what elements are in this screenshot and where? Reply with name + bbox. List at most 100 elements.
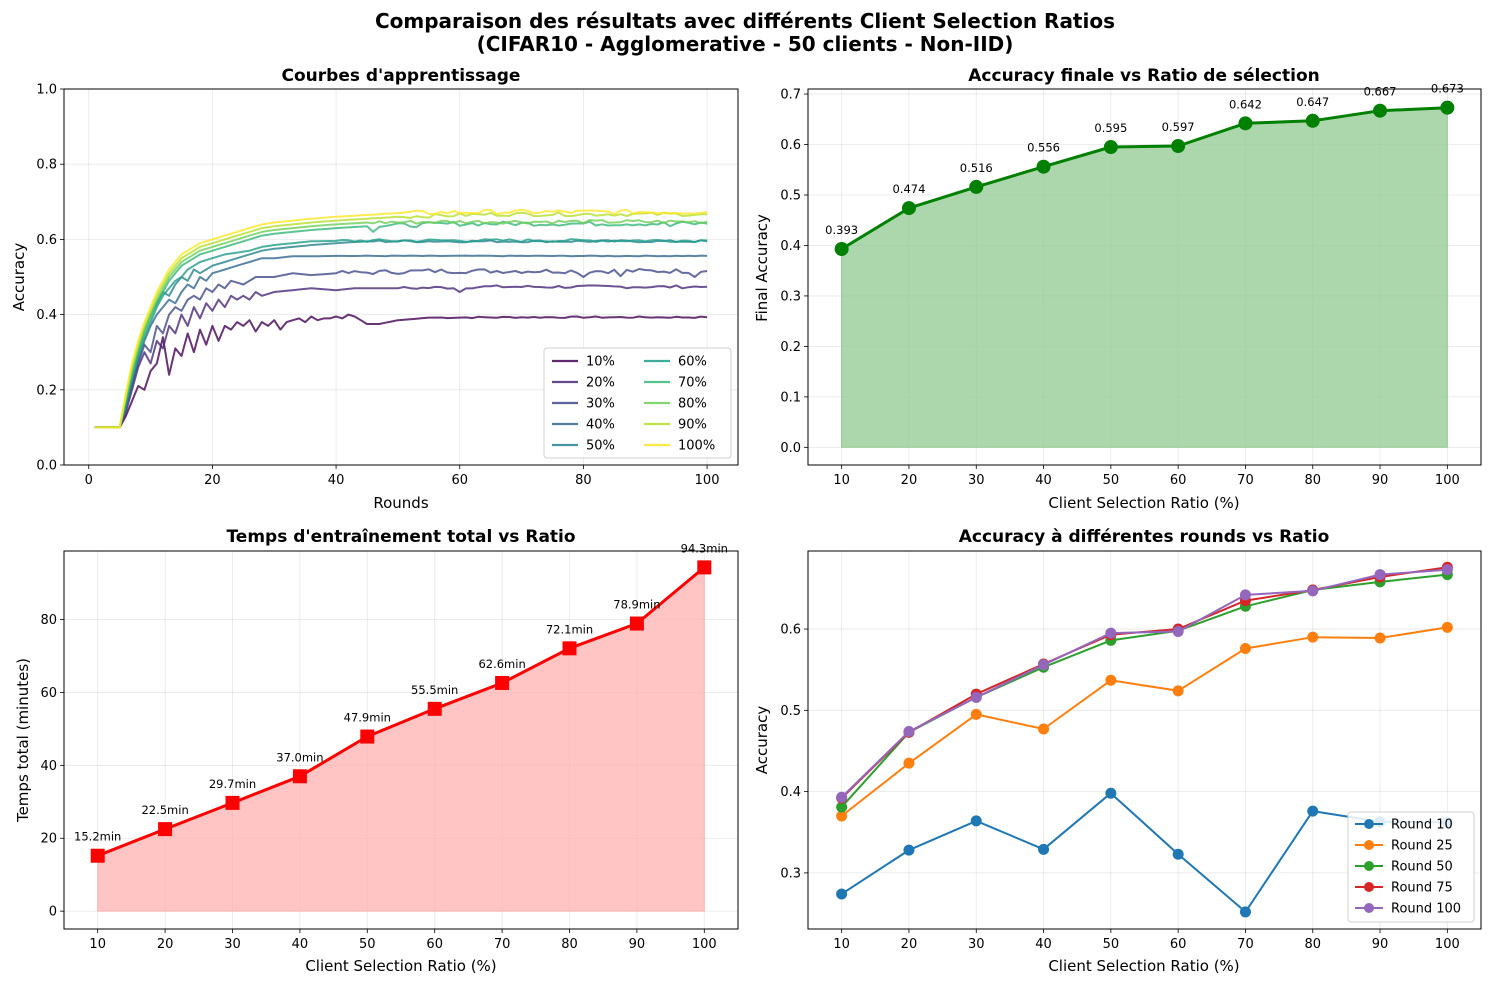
data-point: [1441, 621, 1453, 633]
chart-title: Courbes d'apprentissage: [282, 66, 521, 86]
y-tick-label: 40: [40, 759, 57, 774]
data-label: 72.1min: [546, 622, 593, 636]
series-line-10%: [94, 313, 708, 429]
x-tick-label: 20: [901, 937, 918, 952]
legend-label: 30%: [586, 397, 615, 412]
data-point: [1441, 564, 1453, 576]
data-label: 78.9min: [613, 598, 660, 612]
data-point: [1307, 631, 1319, 643]
data-point: [836, 791, 848, 803]
x-tick-label: 80: [575, 473, 592, 488]
legend-marker: [1364, 861, 1374, 871]
data-point: [1374, 632, 1386, 644]
data-point: [697, 560, 712, 575]
y-axis-label: Accuracy: [753, 706, 771, 775]
legend-label: 10%: [586, 355, 615, 370]
axes-frame: [807, 550, 1482, 930]
series-line-Round 25: [840, 626, 1448, 817]
x-tick-label: 40: [1035, 937, 1052, 952]
x-tick-label: 10: [833, 937, 850, 952]
series-line-30%: [94, 268, 708, 429]
x-tick-label: 70: [1237, 473, 1254, 488]
data-point: [1307, 585, 1319, 597]
legend-label: 90%: [678, 418, 707, 433]
legend-label: 20%: [586, 376, 615, 391]
data-point: [629, 616, 644, 631]
figure-title-line1: Comparaison des résultats avec différent…: [375, 9, 1115, 33]
y-tick-label: 0.3: [780, 289, 801, 304]
y-tick-label: 0.0: [780, 441, 801, 456]
y-tick-label: 0.4: [780, 785, 801, 800]
x-tick-label: 90: [1372, 937, 1389, 952]
data-label: 0.647: [1296, 95, 1329, 109]
data-point: [292, 769, 307, 784]
x-tick-label: 30: [968, 937, 985, 952]
data-label: 37.0min: [276, 750, 323, 764]
y-tick-label: 0.6: [780, 623, 801, 638]
x-tick-label: 50: [1103, 473, 1120, 488]
data-point: [158, 822, 173, 837]
data-point: [360, 729, 375, 744]
x-tick-label: 100: [695, 473, 720, 488]
x-tick-label: 10: [89, 937, 106, 952]
plot-area: 10 20 30 40 50 60 70 80 90 100 0.0 0.1 0.2 0.3 0.4 0.5 0…: [780, 82, 1482, 488]
data-label: 47.9min: [344, 711, 391, 725]
data-point: [1038, 659, 1050, 671]
data-point: [834, 241, 849, 256]
y-tick-label: 0: [49, 905, 57, 920]
axes-frame: [807, 88, 1482, 466]
data-label: 0.474: [892, 182, 925, 196]
data-point: [1239, 643, 1251, 655]
y-axis-label: Accuracy: [10, 243, 28, 312]
data-point: [1307, 805, 1319, 817]
x-tick-label: 70: [1237, 937, 1254, 952]
data-point: [1172, 685, 1184, 697]
series-line: [840, 106, 1448, 251]
legend-label: Round 25: [1391, 839, 1453, 854]
legend-label: 80%: [678, 397, 707, 412]
x-tick-label: 60: [1170, 937, 1187, 952]
legend-label: Round 50: [1391, 860, 1453, 875]
data-point: [495, 675, 510, 690]
data-point: [903, 725, 915, 737]
x-tick-label: 80: [1304, 937, 1321, 952]
legend-marker: [1364, 840, 1374, 850]
data-label: 55.5min: [411, 683, 458, 697]
data-point: [1105, 674, 1117, 686]
area-fill: [97, 566, 705, 912]
legend-marker: [1364, 819, 1374, 829]
legend-label: Round 100: [1391, 902, 1461, 917]
series-line-20%: [94, 284, 708, 429]
data-point: [969, 179, 984, 194]
x-tick-label: 100: [1435, 937, 1460, 952]
y-tick-label: 0.0: [36, 459, 57, 474]
legend-label: 60%: [678, 355, 707, 370]
data-point: [836, 888, 848, 900]
data-label: 0.556: [1027, 141, 1060, 155]
chart-title: Accuracy à différentes rounds vs Ratio: [959, 527, 1330, 547]
data-label: 22.5min: [141, 803, 188, 817]
legend-label: 50%: [586, 439, 615, 454]
x-tick-label: 0: [85, 473, 93, 488]
y-tick-label: 0.7: [780, 88, 801, 103]
data-point: [1105, 787, 1117, 799]
data-point: [1171, 139, 1186, 154]
x-tick-label: 20: [157, 937, 174, 952]
y-tick-label: 0.2: [36, 383, 57, 398]
y-tick-label: 0.6: [36, 233, 57, 248]
y-tick-label: 0.4: [36, 308, 57, 323]
x-tick-label: 20: [204, 473, 221, 488]
data-label: 0.597: [1162, 120, 1195, 134]
data-point: [1172, 625, 1184, 637]
data-point: [901, 201, 916, 216]
y-tick-label: 0.8: [36, 158, 57, 173]
legend: Round 10 Round 25 Round 50 Round 75 Round 10…: [1347, 811, 1475, 923]
data-point: [1373, 103, 1388, 118]
x-tick-label: 60: [1170, 473, 1187, 488]
x-tick-label: 40: [1035, 473, 1052, 488]
panel-accuracy-rounds: Accuracy à différentes rounds vs Ratio C…: [753, 527, 1482, 975]
x-tick-label: 90: [1372, 473, 1389, 488]
panel-final-accuracy: Accuracy finale vs Ratio de sélection Cl…: [753, 66, 1482, 512]
